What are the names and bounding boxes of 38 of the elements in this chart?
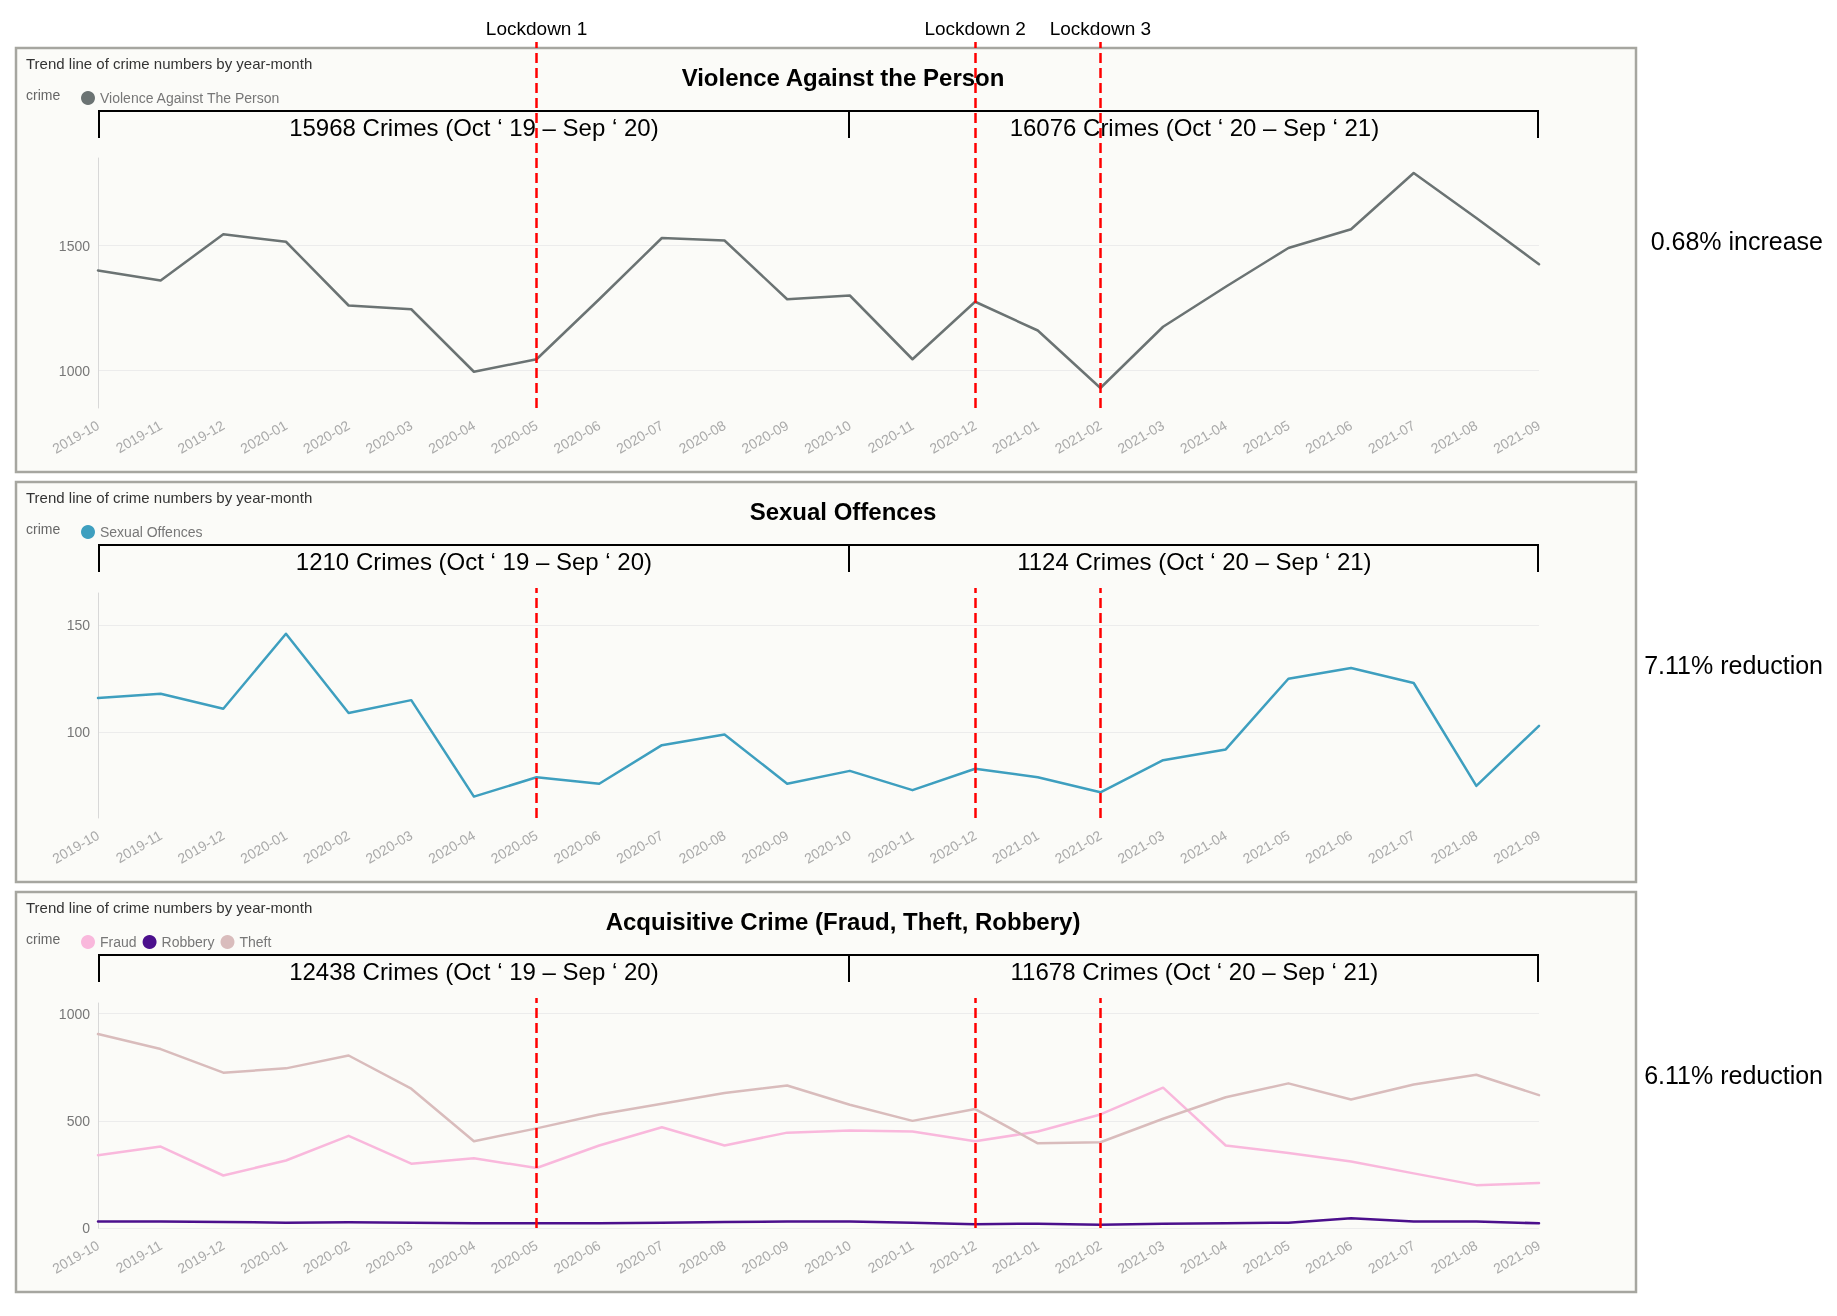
text: 0.68% increase (1650, 227, 1823, 256)
y-tick-label: 500 (66, 1112, 91, 1129)
y-tick-label: 1500 (58, 237, 91, 254)
chart-title: Violence Against the Person (681, 63, 1005, 91)
line-series (96, 632, 1541, 798)
y-tick-label: 1000 (58, 1005, 91, 1022)
text: 11678 Crimes (Oct ‘ 20 – Sep ‘ 21) (1009, 958, 1380, 986)
ref-line-label: Lockdown 2 (924, 18, 1026, 39)
y-tick-label: 0 (82, 1220, 91, 1236)
line-series (96, 1032, 1541, 1145)
text: 7.11% reduction (1644, 651, 1824, 680)
legend-label: Theft (239, 934, 272, 950)
line-series (96, 1086, 1541, 1187)
line-series (96, 171, 1541, 390)
chart-title: Acquisitive Crime (Fraud, Theft, Robbery) (605, 907, 1081, 935)
legend-label: Robbery (161, 934, 215, 950)
text: Trend line of crime numbers by year-month (26, 55, 313, 72)
legend-label: Fraud (100, 934, 137, 950)
y-tick-label: 100 (66, 724, 91, 741)
y-tick-label: 150 (66, 617, 91, 634)
line-series (96, 1217, 1541, 1227)
text: 1124 Crimes (Oct ‘ 20 – Sep ‘ 21) (1016, 548, 1373, 576)
text: 15968 Crimes (Oct ‘ 19 – Sep ‘ 20) (288, 114, 660, 142)
chart-title: Sexual Offences (749, 497, 937, 525)
text: Trend line of crime numbers by year-month (26, 489, 313, 506)
ref-line-label: Lockdown 3 (1049, 18, 1152, 39)
legend-title: crime (26, 931, 61, 947)
legend-label: Violence Against The Person (100, 90, 280, 106)
text: 1210 Crimes (Oct ‘ 19 – Sep ‘ 20) (294, 548, 653, 576)
text: 12438 Crimes (Oct ‘ 19 – Sep ‘ 20) (288, 958, 660, 986)
text: 6.11% reduction (1644, 1061, 1824, 1090)
legend-label: Sexual Offences (100, 524, 203, 540)
legend-title: crime (26, 521, 61, 537)
y-tick-label: 1000 (58, 362, 91, 379)
legend-title: crime (26, 87, 61, 103)
ref-line-label: Lockdown 1 (485, 18, 588, 39)
text: 16076 Crimes (Oct ‘ 20 – Sep ‘ 21) (1008, 114, 1381, 142)
text: Trend line of crime numbers by year-month (26, 899, 313, 916)
